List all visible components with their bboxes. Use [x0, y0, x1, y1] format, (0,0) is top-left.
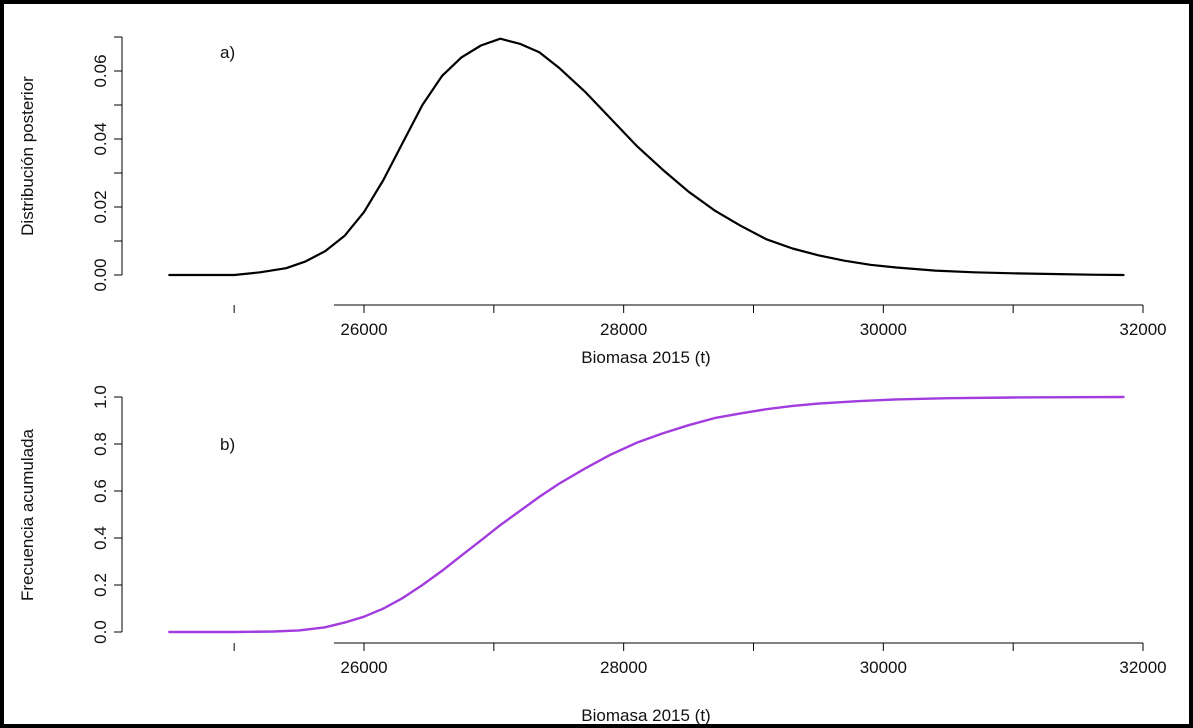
y-tick-label: 0.2	[91, 573, 110, 597]
x-tick-label: 32000	[1119, 658, 1166, 677]
panel-a-x-axis-title: Biomasa 2015 (t)	[581, 348, 710, 367]
x-tick-label: 26000	[340, 658, 387, 677]
panel-b-x-axis: 26000 28000 30000 32000	[233, 642, 1167, 677]
x-tick-label: 32000	[1119, 320, 1166, 339]
panel-b-y-axis-title: Frecuencia acumulada	[18, 428, 37, 601]
panel-a: a) 0.00 0.02 0.04 0.06 26000 28000 30000 32000…	[18, 36, 1167, 367]
series-line	[168, 37, 1125, 277]
y-tick-label: 0.06	[91, 54, 110, 87]
panel-b-x-axis-title: Biomasa 2015 (t)	[581, 706, 710, 725]
x-tick-label: 28000	[600, 658, 647, 677]
panel-b-series	[168, 395, 1125, 634]
y-tick-label: 0.4	[91, 526, 110, 550]
panel-b: b) 0.0 0.2 0.4 0.6 0.8 1.0 26000 28000 30000 320…	[18, 385, 1167, 725]
x-tick-label: 26000	[340, 320, 387, 339]
panel-a-label: a)	[220, 43, 235, 62]
panel-b-label: b)	[220, 435, 235, 454]
panel-a-series	[168, 37, 1125, 277]
panel-a-y-axis: 0.00 0.02 0.04 0.06	[91, 36, 123, 292]
panel-b-y-axis: 0.0 0.2 0.4 0.6 0.8 1.0	[91, 385, 123, 644]
y-tick-label: 0.00	[91, 258, 110, 291]
y-tick-label: 0.02	[91, 190, 110, 223]
series-line	[168, 395, 1125, 634]
panel-a-y-axis-title: Distribución posterior	[18, 76, 37, 236]
y-tick-label: 1.0	[91, 385, 110, 409]
y-tick-label: 0.8	[91, 432, 110, 456]
y-tick-label: 0.6	[91, 479, 110, 503]
x-tick-label: 30000	[860, 320, 907, 339]
y-tick-label: 0.04	[91, 122, 110, 155]
x-tick-label: 30000	[860, 658, 907, 677]
y-tick-label: 0.0	[91, 620, 110, 644]
x-tick-label: 28000	[600, 320, 647, 339]
panel-a-x-axis: 26000 28000 30000 32000	[233, 304, 1167, 339]
